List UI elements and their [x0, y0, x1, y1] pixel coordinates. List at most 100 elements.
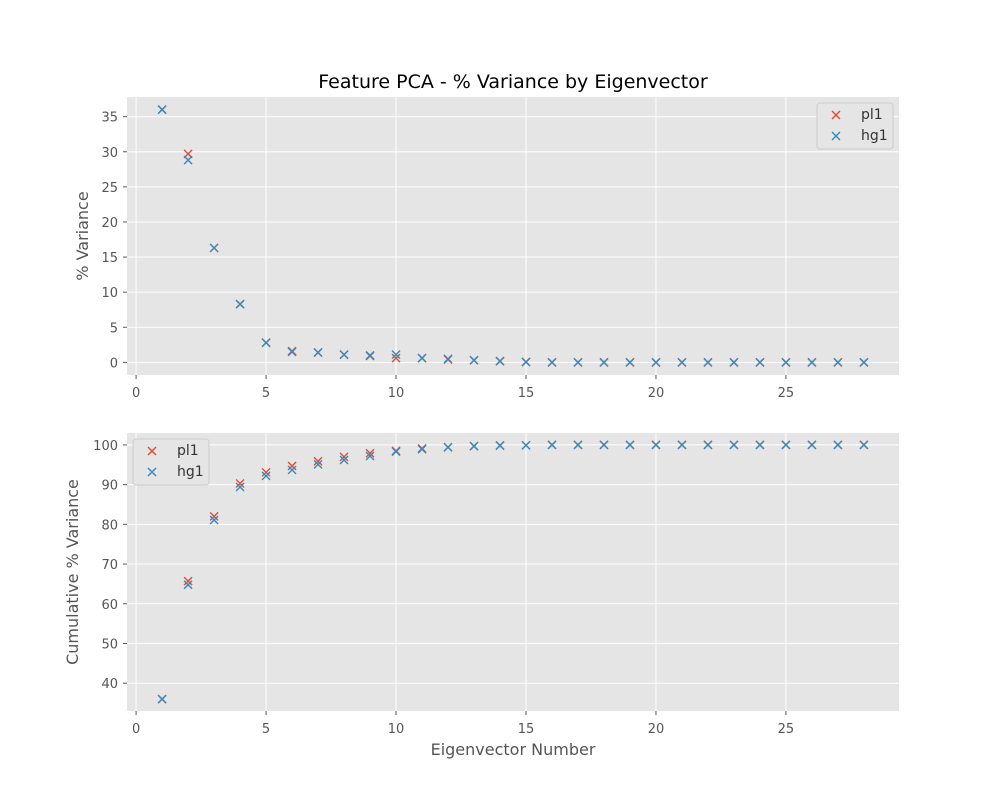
cumulative-y-tick-label: 100 [93, 439, 118, 454]
cumulative-point-hg1 [287, 465, 297, 475]
cumulative-point-hg1 [495, 441, 505, 451]
variance-point-hg1 [157, 105, 167, 115]
cumulative-legend: pl1 hg1 [132, 438, 210, 486]
variance-point-hg1 [547, 357, 557, 367]
cumulative-plot-area [127, 433, 899, 711]
variance-point-hg1 [287, 347, 297, 357]
variance-point-hg1 [677, 357, 687, 367]
cumulative-point-hg1 [859, 440, 869, 450]
variance-y-tick-label: 15 [101, 251, 118, 266]
variance-x-tick-label: 5 [262, 386, 270, 401]
variance-point-hg1 [183, 155, 193, 165]
cumulative-point-pl1 [183, 576, 193, 586]
variance-axes: 0 5 10 15 20 25 0 5 10 15 20 25 30 35 Feature PCA - %… [73, 71, 899, 401]
variance-y-tick-label: 10 [101, 286, 118, 301]
cumulative-point-pl1 [235, 478, 245, 488]
cumulative-point-hg1 [235, 482, 245, 492]
cumulative-x-tick-label: 20 [648, 722, 665, 737]
cumulative-point-pl1 [209, 511, 219, 521]
variance-point-hg1 [235, 299, 245, 309]
cumulative-point-pl1 [261, 467, 271, 477]
cumulative-point-hg1 [417, 444, 427, 454]
variance-y-tick-label: 25 [101, 181, 118, 196]
cumulative-x-tick-label: 10 [388, 722, 405, 737]
variance-y-tick-label: 30 [101, 146, 118, 161]
variance-point-hg1 [469, 355, 479, 365]
cumulative-point-pl1 [287, 461, 297, 471]
variance-point-hg1 [417, 353, 427, 363]
variance-point-hg1 [833, 357, 843, 367]
cumulative-point-hg1 [573, 440, 583, 450]
cumulative-point-hg1 [755, 440, 765, 450]
cumulative-legend-marker-hg1 [147, 467, 157, 477]
cumulative-legend-label-hg1: hg1 [177, 464, 204, 480]
cumulative-legend-marker-pl1 [147, 446, 157, 456]
variance-x-tick-label: 15 [518, 386, 535, 401]
variance-y-tick-label: 35 [101, 111, 118, 126]
cumulative-point-pl1 [365, 448, 375, 458]
variance-y-tick-label: 5 [110, 321, 118, 336]
cumulative-point-hg1 [365, 451, 375, 461]
variance-point-hg1 [807, 357, 817, 367]
cumulative-point-hg1 [599, 440, 609, 450]
variance-legend-marker-hg1 [831, 131, 841, 141]
variance-x-tick-label: 10 [388, 386, 405, 401]
variance-point-hg1 [365, 350, 375, 360]
cumulative-legend-label-pl1: pl1 [177, 443, 199, 459]
cumulative-point-hg1 [209, 515, 219, 525]
cumulative-point-hg1 [729, 440, 739, 450]
variance-point-pl1 [391, 353, 401, 363]
cumulative-point-pl1 [313, 456, 323, 466]
variance-y-axis-label: % Variance [73, 191, 92, 280]
variance-legend-label-hg1: hg1 [861, 128, 888, 144]
cumulative-y-tick-label: 40 [101, 677, 118, 692]
variance-point-hg1 [599, 357, 609, 367]
cumulative-axes: 0 5 10 15 20 25 40 50 60 70 80 90 100 Eigenvector Nu… [63, 433, 899, 759]
variance-legend: pl1 hg1 [816, 102, 894, 150]
variance-legend-label-pl1: pl1 [861, 107, 883, 123]
variance-point-hg1 [755, 357, 765, 367]
cumulative-y-tick-label: 50 [101, 637, 118, 652]
chart-title: Feature PCA - % Variance by Eigenvector [318, 71, 708, 93]
cumulative-point-hg1 [807, 440, 817, 450]
cumulative-point-hg1 [469, 441, 479, 451]
cumulative-y-tick-label: 60 [101, 598, 118, 613]
variance-x-tick-label: 0 [132, 386, 140, 401]
variance-point-hg1 [391, 350, 401, 360]
cumulative-x-tick-label: 5 [262, 722, 270, 737]
cumulative-y-tick-label: 90 [101, 479, 118, 494]
variance-plot-area [127, 97, 899, 375]
cumulative-point-hg1 [677, 440, 687, 450]
cumulative-y-tick-label: 70 [101, 558, 118, 573]
cumulative-point-hg1 [157, 694, 167, 704]
variance-point-hg1 [495, 356, 505, 366]
cumulative-point-hg1 [651, 440, 661, 450]
cumulative-x-tick-label: 0 [132, 722, 140, 737]
cumulative-point-hg1 [703, 440, 713, 450]
cumulative-point-hg1 [625, 440, 635, 450]
variance-point-hg1 [443, 354, 453, 364]
cumulative-y-tick-label: 80 [101, 518, 118, 533]
x-axis-label: Eigenvector Number [431, 740, 596, 759]
cumulative-point-hg1 [833, 440, 843, 450]
variance-point-hg1 [313, 348, 323, 358]
variance-point-hg1 [261, 338, 271, 348]
variance-y-tick-label: 20 [101, 216, 118, 231]
variance-x-tick-label: 25 [778, 386, 795, 401]
cumulative-x-tick-label: 15 [518, 722, 535, 737]
variance-point-hg1 [573, 357, 583, 367]
cumulative-y-axis-label: Cumulative % Variance [63, 479, 82, 665]
cumulative-point-hg1 [183, 580, 193, 590]
cumulative-point-hg1 [443, 442, 453, 452]
variance-point-hg1 [209, 243, 219, 253]
cumulative-point-hg1 [781, 440, 791, 450]
cumulative-point-pl1 [339, 452, 349, 462]
cumulative-point-hg1 [339, 455, 349, 465]
variance-point-hg1 [521, 357, 531, 367]
variance-legend-marker-pl1 [831, 110, 841, 120]
cumulative-point-hg1 [547, 440, 557, 450]
cumulative-point-hg1 [391, 447, 401, 457]
variance-point-hg1 [625, 357, 635, 367]
cumulative-point-hg1 [521, 440, 531, 450]
